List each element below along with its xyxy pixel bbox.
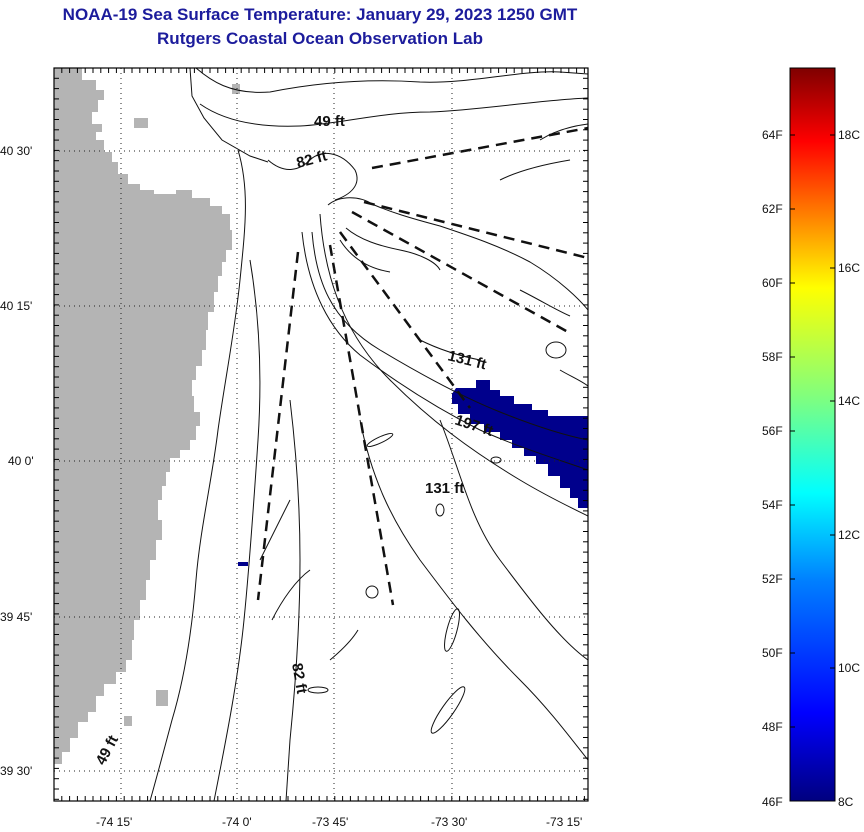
- colorbar-f-label: 64F: [762, 128, 783, 142]
- cold-sst-speck: [238, 562, 248, 566]
- lon-tick-label: -74 0': [222, 815, 252, 829]
- colorbar-c-label: 10C: [838, 661, 860, 675]
- lon-tick-label: -73 15': [546, 815, 582, 829]
- colorbar-c-label: 16C: [838, 261, 860, 275]
- colorbar-f-label: 54F: [762, 498, 783, 512]
- lat-tick-label: 39 45': [0, 610, 32, 624]
- lat-tick-label: 40 0': [8, 454, 34, 468]
- colorbar-f-label: 52F: [762, 572, 783, 586]
- map-subtitle: Rutgers Coastal Ocean Observation Lab: [157, 29, 483, 48]
- colorbar-f-label: 60F: [762, 276, 783, 290]
- colorbar-c-label: 8C: [838, 795, 854, 809]
- lon-tick-label: -73 30': [431, 815, 467, 829]
- color-bar: 64F 62F 60F 58F 56F 54F 52F 50F 48F 46F …: [762, 67, 860, 809]
- lat-tick-label: 40 30': [0, 144, 32, 158]
- cold-sst-patch: [452, 380, 588, 508]
- isobath-label: 82 ft: [288, 662, 310, 695]
- map-frame: [53, 67, 589, 802]
- colorbar-f-label: 56F: [762, 424, 783, 438]
- land-patch: [232, 84, 240, 94]
- colorbar-f-label: 50F: [762, 646, 783, 660]
- land-patch: [156, 690, 168, 706]
- map-panel: 49 ft 82 ft 131 ft 197 ft 131 ft 82 ft 4…: [0, 67, 589, 829]
- color-bar-ticks: [790, 134, 835, 728]
- colorbar-c-label: 12C: [838, 528, 860, 542]
- land-patch: [124, 716, 132, 726]
- colorbar-c-label: 18C: [838, 128, 860, 142]
- lon-tick-label: -73 45': [312, 815, 348, 829]
- land-patch: [134, 118, 148, 128]
- lon-tick-label: -74 15': [96, 815, 132, 829]
- isobath-label: 49 ft: [314, 113, 345, 130]
- map-tick-marks: [53, 67, 588, 801]
- color-bar-gradient: [789, 67, 836, 802]
- land-mass: [54, 68, 232, 764]
- transect-lines: [256, 126, 588, 606]
- colorbar-f-label: 58F: [762, 350, 783, 364]
- lat-tick-label: 39 30': [0, 764, 32, 778]
- isobath-label: 131 ft: [425, 480, 464, 497]
- colorbar-f-label: 46F: [762, 795, 783, 809]
- isobath-contours: [149, 68, 588, 801]
- map-title: NOAA-19 Sea Surface Temperature: January…: [62, 5, 578, 24]
- grid-lines: [54, 68, 588, 801]
- colorbar-c-label: 14C: [838, 394, 860, 408]
- colorbar-f-label: 62F: [762, 202, 783, 216]
- lat-tick-label: 40 15': [0, 299, 32, 313]
- colorbar-f-label: 48F: [762, 720, 783, 734]
